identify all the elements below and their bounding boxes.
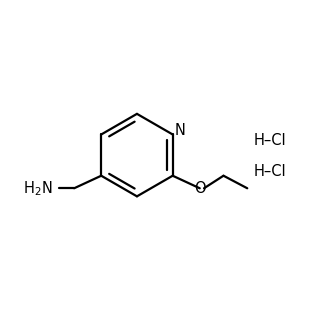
Text: $\mathrm{H_2N}$: $\mathrm{H_2N}$ xyxy=(22,179,52,198)
Text: H–Cl: H–Cl xyxy=(254,133,287,148)
Text: N: N xyxy=(175,123,185,138)
Text: O: O xyxy=(194,181,206,196)
Text: H–Cl: H–Cl xyxy=(254,164,287,179)
